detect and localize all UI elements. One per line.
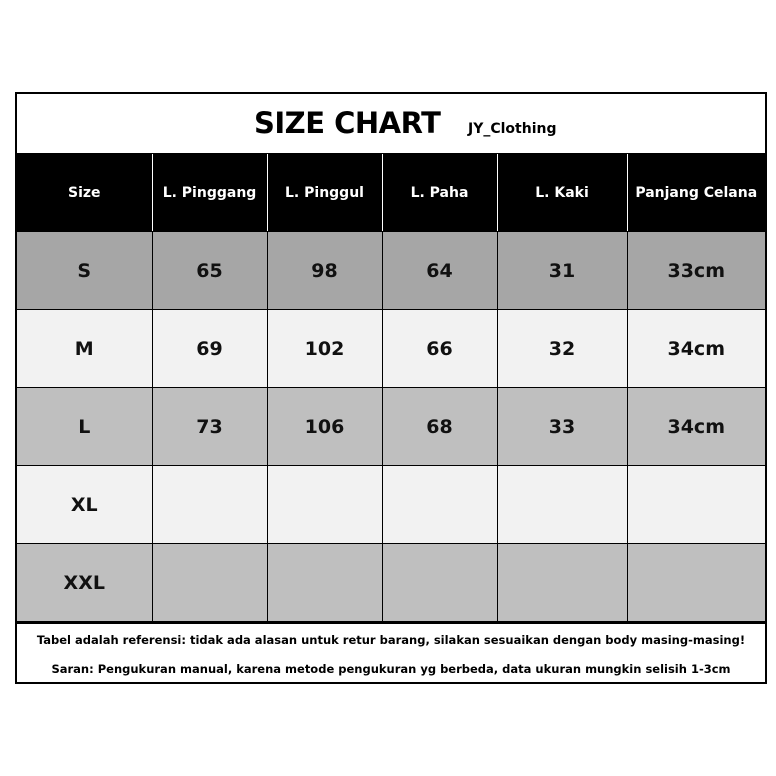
table-cell: 33 xyxy=(496,387,628,466)
table-cell xyxy=(381,465,498,544)
header-waist: L. Pinggang xyxy=(151,154,268,232)
note-measurement: Saran: Pengukuran manual, karena metode … xyxy=(51,662,731,676)
size-chart: SIZE CHART JY_Clothing Size L. Pinggang … xyxy=(15,92,767,684)
table-cell: 98 xyxy=(266,231,383,310)
table-cell: 69 xyxy=(151,309,268,388)
title-row: SIZE CHART JY_Clothing xyxy=(17,94,765,154)
size-label: XXL xyxy=(17,543,153,622)
size-label: S xyxy=(17,231,153,310)
table-cell: 34cm xyxy=(626,309,765,388)
table-cell: 102 xyxy=(266,309,383,388)
table-cell xyxy=(381,543,498,622)
table-cell: 31 xyxy=(496,231,628,310)
size-label: L xyxy=(17,387,153,466)
header-thigh: L. Paha xyxy=(381,154,498,232)
table-cell xyxy=(626,465,765,544)
notes: Tabel adalah referensi: tidak ada alasan… xyxy=(17,622,765,684)
size-label: M xyxy=(17,309,153,388)
header-row: Size L. Pinggang L. Pinggul L. Paha L. K… xyxy=(17,154,765,232)
table-cell: 73 xyxy=(151,387,268,466)
header-leg-opening: L. Kaki xyxy=(496,154,628,232)
table-cell: 64 xyxy=(381,231,498,310)
size-label: XL xyxy=(17,465,153,544)
table-row: S 65 98 64 31 33cm xyxy=(17,231,765,310)
header-size: Size xyxy=(17,154,153,232)
table-cell: 65 xyxy=(151,231,268,310)
table-cell xyxy=(496,465,628,544)
table-cell xyxy=(626,543,765,622)
table-cell: 106 xyxy=(266,387,383,466)
table-cell xyxy=(496,543,628,622)
table-row: XL xyxy=(17,465,765,544)
table-cell: 32 xyxy=(496,309,628,388)
table-row: XXL xyxy=(17,543,765,622)
table-cell xyxy=(266,543,383,622)
table-cell: 66 xyxy=(381,309,498,388)
table-cell xyxy=(266,465,383,544)
brand-name: JY_Clothing xyxy=(468,121,557,137)
table-cell: 34cm xyxy=(626,387,765,466)
note-reference: Tabel adalah referensi: tidak ada alasan… xyxy=(36,633,746,647)
header-length: Panjang Celana xyxy=(626,154,765,232)
size-table: Size L. Pinggang L. Pinggul L. Paha L. K… xyxy=(17,154,765,622)
table-cell xyxy=(151,543,268,622)
table-row: M 69 102 66 32 34cm xyxy=(17,309,765,388)
table-cell: 68 xyxy=(381,387,498,466)
table-cell: 33cm xyxy=(626,231,765,310)
chart-title: SIZE CHART xyxy=(254,106,441,140)
header-hip: L. Pinggul xyxy=(266,154,383,232)
table-cell xyxy=(151,465,268,544)
table-row: L 73 106 68 33 34cm xyxy=(17,387,765,466)
